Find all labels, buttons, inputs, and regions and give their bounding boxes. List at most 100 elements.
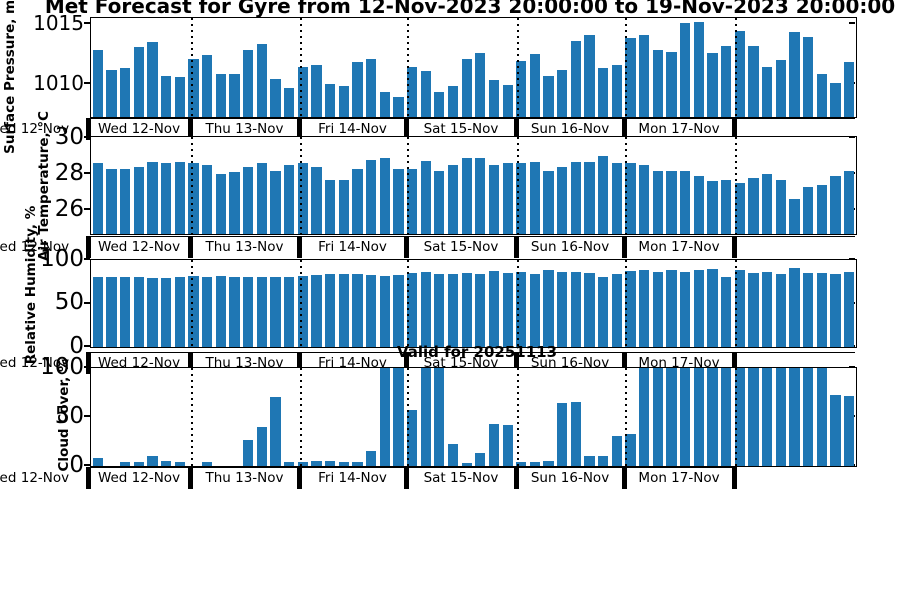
air-temperature-bar (803, 186, 814, 234)
cloud-cover-bar (475, 453, 486, 466)
surface-pressure-bar (502, 85, 513, 117)
relative-humidity-bar (365, 274, 377, 347)
surface-pressure-bar (584, 34, 595, 117)
cloud-cover-bar (379, 368, 390, 466)
cloud-cover-ytick-mark (84, 366, 90, 368)
air-temperature-bar (844, 170, 855, 234)
relative-humidity-bar (557, 272, 568, 347)
relative-humidity-bar (734, 270, 746, 347)
relative-humidity-bar (803, 273, 814, 347)
relative-humidity-bar (447, 273, 459, 347)
surface-pressure-bar (748, 45, 759, 117)
day-axis-tick (403, 352, 409, 374)
relative-humidity-ytick-label: 100 (40, 245, 84, 272)
relative-humidity-bar (283, 276, 295, 347)
day-label: Wed 12-Nov (97, 470, 181, 486)
surface-pressure-ytick-mark-right (849, 22, 855, 24)
air-temperature-bar (434, 170, 445, 234)
relative-humidity-bar (338, 273, 349, 347)
relative-humidity-bar (434, 273, 445, 347)
relative-humidity-ytick-label: 0 (69, 332, 84, 359)
relative-humidity-bar (475, 273, 486, 347)
air-temperature-bar (570, 161, 582, 234)
surface-pressure-bar (611, 64, 623, 117)
day-label: Fri 14-Nov (318, 121, 387, 137)
cloud-cover-bar (789, 368, 800, 466)
surface-pressure-bar (721, 45, 732, 117)
surface-pressure-bar (803, 37, 814, 117)
day-axis-strip: Wed 12-Nov Thu 13-Nov Fri 14-Nov Sat 15-Nov… (85, 236, 855, 259)
relative-humidity-bar (625, 271, 636, 347)
day-axis-tick (513, 236, 519, 258)
relative-humidity-bar (516, 272, 527, 347)
surface-pressure-bar (311, 64, 322, 117)
air-temperature-bar (707, 181, 718, 234)
cloud-cover-bar (297, 462, 308, 466)
surface-pressure-bar (789, 32, 800, 117)
surface-pressure-bar (693, 21, 705, 117)
relative-humidity-bar (748, 273, 759, 347)
day-boundary-gridline (407, 18, 409, 117)
surface-pressure-bars (91, 18, 856, 117)
relative-humidity-bar (461, 273, 472, 347)
relative-humidity-bar (762, 272, 773, 347)
surface-pressure-ytick-mark (84, 22, 90, 24)
day-axis-tick (187, 352, 193, 374)
air-temperature-bar (543, 170, 554, 234)
relative-humidity-bar (174, 277, 185, 347)
day-label: Mon 17-Nov (638, 239, 720, 255)
day-axis-tick (296, 118, 302, 140)
cloud-cover-ytick-mark (84, 415, 90, 417)
surface-pressure-bar (365, 58, 377, 117)
day-boundary-gridline (191, 368, 193, 466)
surface-pressure-bar (352, 62, 363, 117)
air-temperature-bars (91, 137, 856, 234)
cloud-cover-bar (434, 368, 445, 466)
day-axis-tick (513, 118, 519, 140)
day-axis-spine (88, 467, 737, 468)
surface-pressure-ytick-mark (84, 82, 90, 84)
surface-pressure-bar (229, 74, 240, 117)
air-temperature-bar (680, 170, 691, 234)
surface-pressure-bar (762, 67, 773, 117)
surface-pressure-bar (529, 54, 541, 117)
cloud-cover-bar (160, 461, 172, 466)
surface-pressure-bar (201, 55, 213, 117)
day-boundary-gridline (517, 137, 519, 234)
day-axis-tick (621, 352, 627, 374)
air-temperature-bar (488, 165, 500, 234)
figure-title: Met Forecast for Gyre from 12-Nov-2023 2… (44, 0, 896, 18)
day-label-edge: Wed 12-Nov (0, 355, 70, 371)
relative-humidity-ytick-mark (84, 258, 90, 260)
relative-humidity-ytick-mark (84, 345, 90, 347)
cloud-cover-bar (693, 368, 705, 466)
day-axis-spine (88, 352, 855, 353)
cloud-cover-ytick-label: 100 (40, 353, 84, 380)
day-label: Sun 16-Nov (530, 470, 610, 486)
cloud-cover-bar (598, 456, 609, 466)
day-axis-tick (731, 352, 737, 374)
air-temperature-bar (652, 170, 664, 234)
relative-humidity-ytick-mark-right (849, 258, 855, 260)
day-boundary-gridline (517, 368, 519, 466)
relative-humidity-bar (529, 273, 541, 347)
air-temperature-bar (270, 170, 281, 234)
relative-humidity-bar (160, 278, 172, 347)
surface-pressure-bar (256, 44, 267, 117)
relative-humidity-bar (406, 273, 418, 347)
relative-humidity-bar (379, 275, 390, 347)
cloud-cover-bar (721, 368, 732, 466)
day-axis-tick (187, 118, 193, 140)
cloud-cover-ytick-label: 50 (54, 402, 84, 429)
plot-surface-pressure (90, 17, 857, 118)
air-temperature-ytick-mark (84, 208, 90, 211)
day-axis-strip: Wed 12-Nov Thu 13-Nov Fri 14-Nov Sat 15-Nov… (85, 467, 855, 490)
surface-pressure-bar (652, 50, 664, 117)
air-temperature-bar (365, 159, 377, 234)
cloud-cover-bar (844, 396, 855, 466)
surface-pressure-bar (283, 87, 295, 117)
surface-pressure-bar (120, 68, 131, 117)
air-temperature-ytick-label: 26 (54, 195, 84, 222)
day-axis-tick (621, 118, 627, 140)
air-temperature-bar (502, 163, 513, 234)
